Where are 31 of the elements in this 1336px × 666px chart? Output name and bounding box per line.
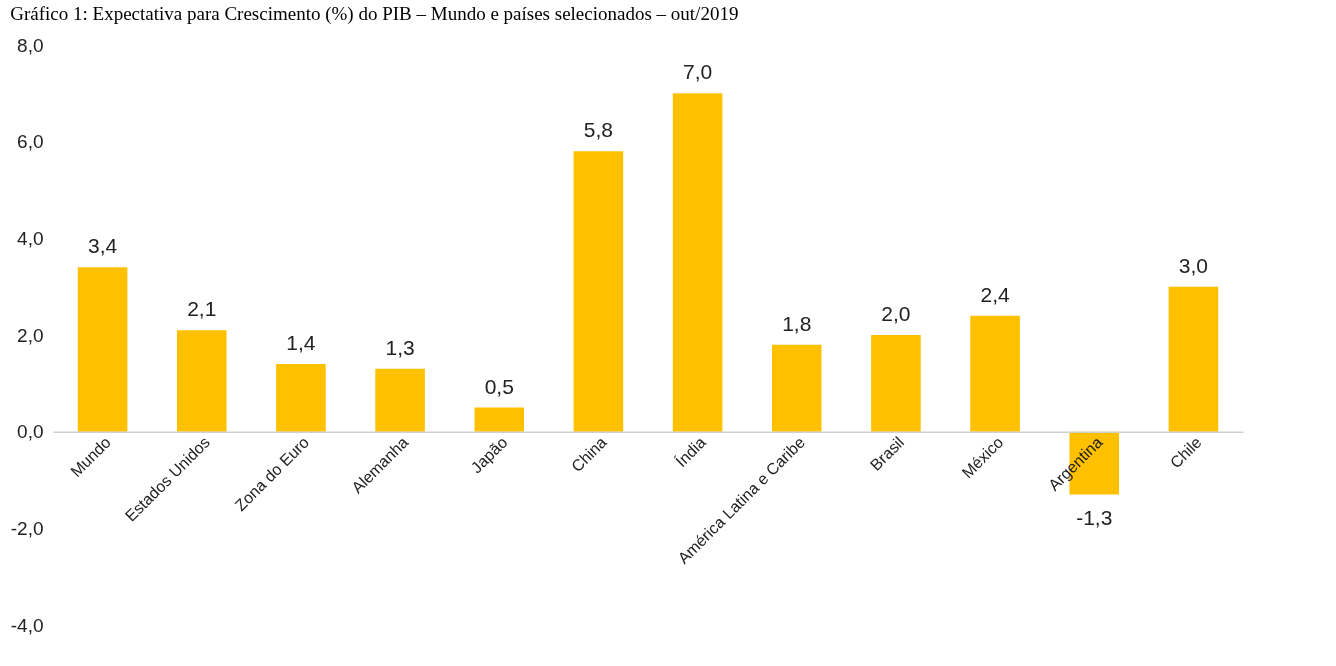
data-label: 1,3 bbox=[385, 335, 415, 359]
bar bbox=[1168, 286, 1219, 432]
y-tick-label: 2,0 bbox=[17, 324, 44, 346]
bar bbox=[573, 151, 624, 432]
data-label: 2,4 bbox=[980, 282, 1010, 306]
y-tick-label: 6,0 bbox=[17, 131, 44, 153]
data-label: 5,8 bbox=[583, 118, 614, 142]
data-label: 1,8 bbox=[782, 311, 812, 335]
bar bbox=[77, 267, 128, 432]
bar bbox=[871, 335, 921, 432]
data-label: 2,1 bbox=[187, 297, 217, 321]
chart-title: Gráfico 1: Expectativa para Crescimento (%) do PIB – Mundo e países selecionados – out/2019 bbox=[10, 3, 739, 25]
data-label: 3,0 bbox=[1178, 253, 1209, 277]
y-tick-label: 4,0 bbox=[17, 227, 44, 249]
data-label: 0,5 bbox=[484, 374, 514, 398]
data-label: 1,4 bbox=[286, 331, 316, 354]
data-label: 3,4 bbox=[87, 234, 118, 258]
bar bbox=[375, 368, 425, 432]
data-label: 2,0 bbox=[881, 302, 911, 325]
y-tick-label: -2,0 bbox=[10, 517, 44, 539]
bar bbox=[176, 330, 227, 432]
y-tick-label: 0,0 bbox=[17, 421, 44, 443]
data-label: 7,0 bbox=[682, 60, 713, 84]
y-tick-label: -4,0 bbox=[10, 614, 44, 636]
bar bbox=[771, 344, 822, 432]
bar bbox=[970, 315, 1020, 432]
bar bbox=[474, 407, 525, 432]
data-label: -1,3 bbox=[1076, 505, 1113, 529]
y-tick-label: 8,0 bbox=[17, 34, 44, 56]
bar bbox=[276, 364, 326, 432]
bar bbox=[672, 93, 723, 432]
